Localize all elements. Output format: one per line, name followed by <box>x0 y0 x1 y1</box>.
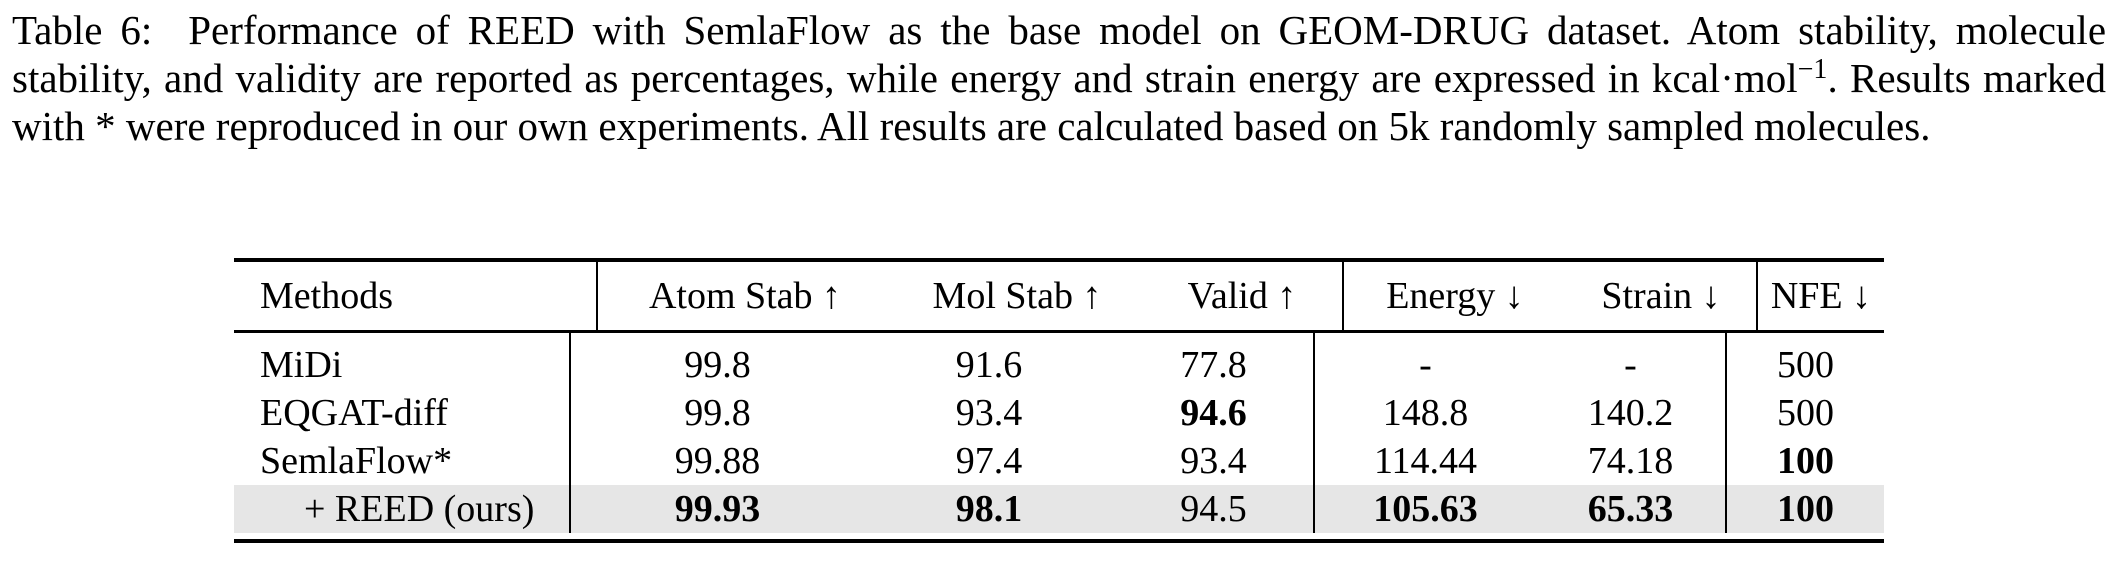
table-row: SemlaFlow* 99.88 97.4 93.4 114.44 74.18 … <box>234 437 1884 485</box>
header-valid: Valid ↑ <box>1187 275 1297 317</box>
table-row: MiDi 99.8 91.6 77.8 - - 500 <box>234 333 1884 389</box>
caption-text: Performance of REED with SemlaFlow as th… <box>12 7 2107 101</box>
nfe-cell: 500 <box>1725 389 1884 437</box>
header-energy: Energy ↓ <box>1342 262 1566 330</box>
method-cell: + REED (ours) <box>234 485 570 533</box>
header-strain: Strain ↓ <box>1601 275 1721 317</box>
energy-cell: 114.44 <box>1313 437 1536 485</box>
nfe-cell: 100 <box>1725 437 1884 485</box>
atom-stab-cell: 99.88 <box>569 437 864 485</box>
mid-rule <box>234 330 1884 333</box>
table-row: EQGAT-diff 99.8 93.4 94.6 148.8 140.2 50… <box>234 389 1884 437</box>
strain-cell: 140.2 <box>1587 392 1674 434</box>
mol-stab-cell: 97.4 <box>955 440 1023 482</box>
table-caption: Table 6: Performance of REED with SemlaF… <box>12 6 2106 150</box>
header-nfe: NFE ↓ <box>1756 262 1884 330</box>
atom-stab-cell: 99.8 <box>569 333 864 389</box>
method-cell: EQGAT-diff <box>260 392 448 434</box>
header-methods: Methods <box>260 275 393 317</box>
top-rule <box>234 258 1884 262</box>
caption-text-continued: . Results marked with * were reproduced … <box>12 55 2106 149</box>
mol-stab-cell: 93.4 <box>955 392 1023 434</box>
strain-cell: 65.33 <box>1536 485 1726 533</box>
mol-stab-cell: 98.1 <box>864 485 1114 533</box>
caption-superscript: −1 <box>1797 54 1828 85</box>
valid-cell: 93.4 <box>1180 440 1247 482</box>
bottom-rule <box>234 539 1884 543</box>
nfe-cell: 500 <box>1725 333 1884 389</box>
strain-cell: 74.18 <box>1587 440 1674 482</box>
caption-label: Table 6: <box>12 7 153 53</box>
header-atom-stab: Atom Stab ↑ <box>596 262 892 330</box>
valid-cell: 77.8 <box>1180 344 1247 386</box>
results-table: Methods Atom Stab ↑ Mol Stab ↑ Valid ↑ E… <box>234 258 1884 543</box>
energy-cell: - <box>1313 333 1536 389</box>
table-row-highlighted: + REED (ours) 99.93 98.1 94.5 105.63 65.… <box>234 485 1884 533</box>
energy-cell: 148.8 <box>1313 389 1536 437</box>
header-mol-stab: Mol Stab ↑ <box>932 275 1102 317</box>
mol-stab-cell: 91.6 <box>955 344 1023 386</box>
header-row: Methods Atom Stab ↑ Mol Stab ↑ Valid ↑ E… <box>234 262 1884 330</box>
atom-stab-cell: 99.93 <box>569 485 864 533</box>
nfe-cell: 100 <box>1725 485 1884 533</box>
valid-cell: 94.5 <box>1114 485 1314 533</box>
strain-cell: - <box>1624 344 1637 386</box>
valid-cell: 94.6 <box>1180 392 1247 434</box>
atom-stab-cell: 99.8 <box>569 389 864 437</box>
energy-cell: 105.63 <box>1313 485 1536 533</box>
method-cell: MiDi <box>260 344 343 386</box>
method-cell: SemlaFlow* <box>260 440 453 482</box>
